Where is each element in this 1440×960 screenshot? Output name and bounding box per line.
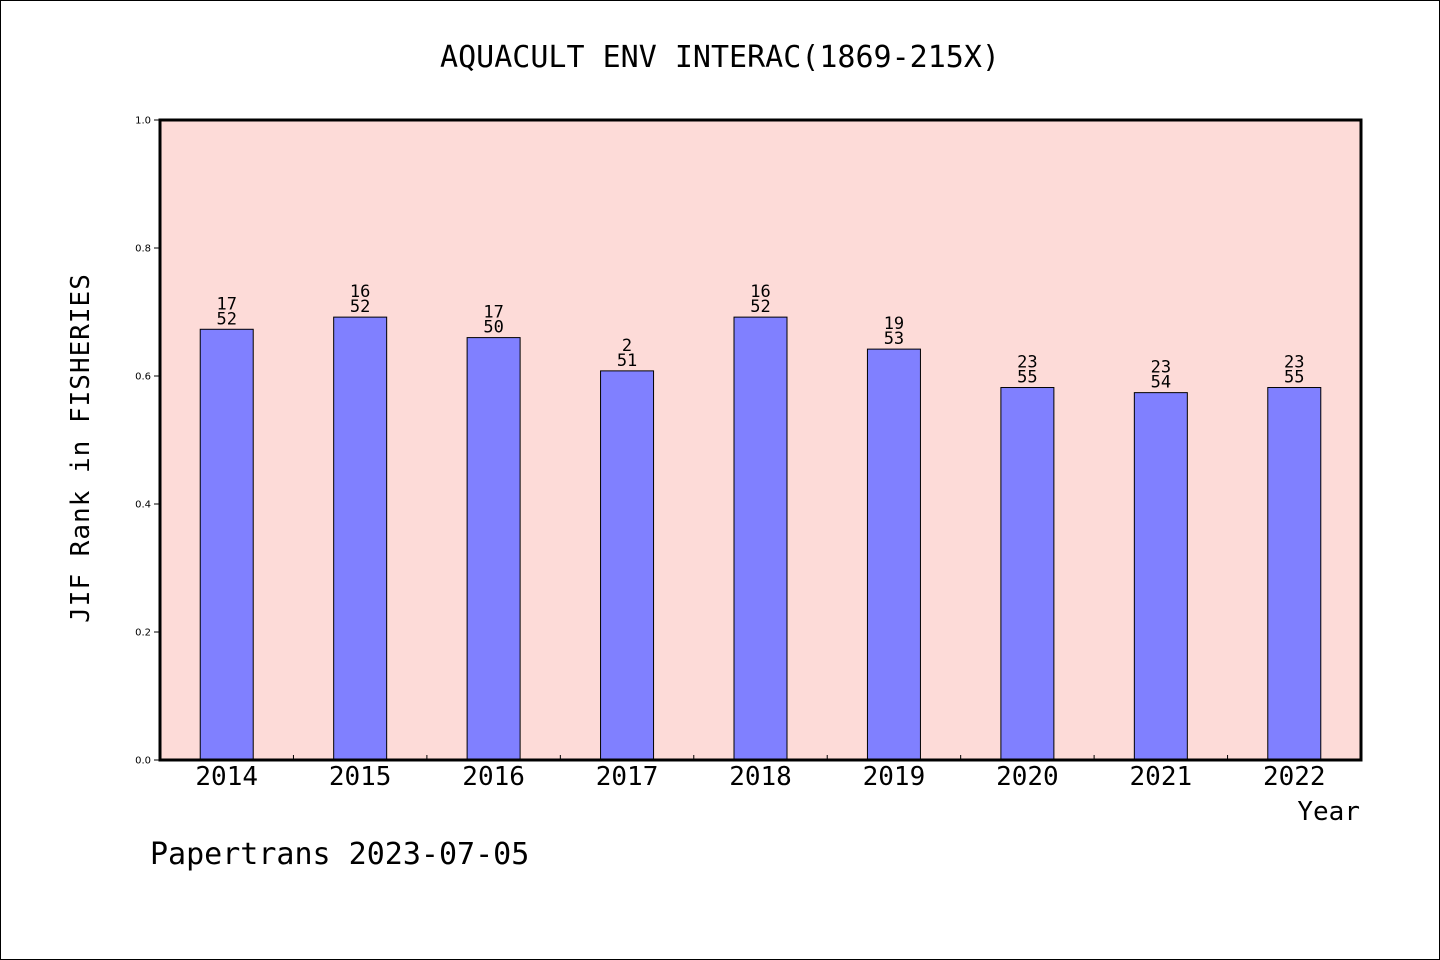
bar (1133, 392, 1188, 761)
x-tick-label: 2021 (1130, 762, 1193, 792)
y-tick-label: 0.8 (135, 244, 151, 255)
footer-note: Papertrans 2023-07-05 (150, 837, 529, 872)
y-tick-label: 0.4 (135, 500, 151, 511)
bar (600, 370, 655, 761)
data-label-rank: 23 (1151, 358, 1171, 378)
x-tick-label: 2015 (329, 762, 392, 792)
bar (199, 328, 254, 761)
data-label-rank: 16 (350, 282, 370, 302)
data-label-rank: 19 (884, 314, 904, 334)
y-tick-label: 0.0 (135, 756, 151, 767)
data-label-total: 50 (483, 318, 503, 338)
data-label-rank: 2 (622, 336, 632, 356)
data-label-rank: 17 (216, 294, 236, 314)
x-tick-label: 2020 (996, 762, 1059, 792)
x-tick-label: 2019 (863, 762, 926, 792)
data-label-total: 52 (750, 297, 770, 317)
y-tick-label: 0.6 (135, 372, 151, 383)
data-label-rank: 17 (483, 303, 503, 323)
y-axis: 0.0 0.2 0.4 0.6 0.8 1.0 (135, 116, 160, 767)
data-label-rank: 23 (1017, 353, 1037, 373)
y-tick-label: 0.2 (135, 628, 151, 639)
chart-title: AQUACULT ENV INTERAC(1869-215X) (440, 40, 1000, 75)
data-label-total: 52 (216, 309, 236, 329)
y-tick-label: 1.0 (135, 116, 151, 127)
bar (733, 316, 788, 761)
x-tick-label: 2018 (729, 762, 792, 792)
bar (1000, 387, 1055, 761)
data-label-rank: 16 (750, 282, 770, 302)
y-axis-label: JIF Rank in FISHERIES (66, 273, 96, 623)
bar (1267, 387, 1322, 761)
plot-border (158, 118, 1363, 762)
x-tick-label: 2017 (596, 762, 659, 792)
data-label-rank: 23 (1284, 353, 1304, 373)
data-label-total: 52 (350, 297, 370, 317)
x-tick-label: 2014 (195, 762, 258, 792)
x-axis: 2014 2015 2016 2017 2018 2019 2020 2021 2022 (195, 755, 1326, 792)
data-label-total: 55 (1284, 368, 1304, 388)
x-tick-label: 2016 (462, 762, 525, 792)
bar (866, 348, 921, 761)
data-label-total: 54 (1151, 373, 1171, 393)
bar (333, 316, 388, 761)
data-label-total: 55 (1017, 368, 1037, 388)
data-label-total: 51 (617, 351, 637, 371)
x-tick-label: 2022 (1263, 762, 1326, 792)
x-axis-label: Year (1297, 797, 1360, 827)
data-label-total: 53 (884, 329, 904, 349)
bar (466, 337, 521, 761)
